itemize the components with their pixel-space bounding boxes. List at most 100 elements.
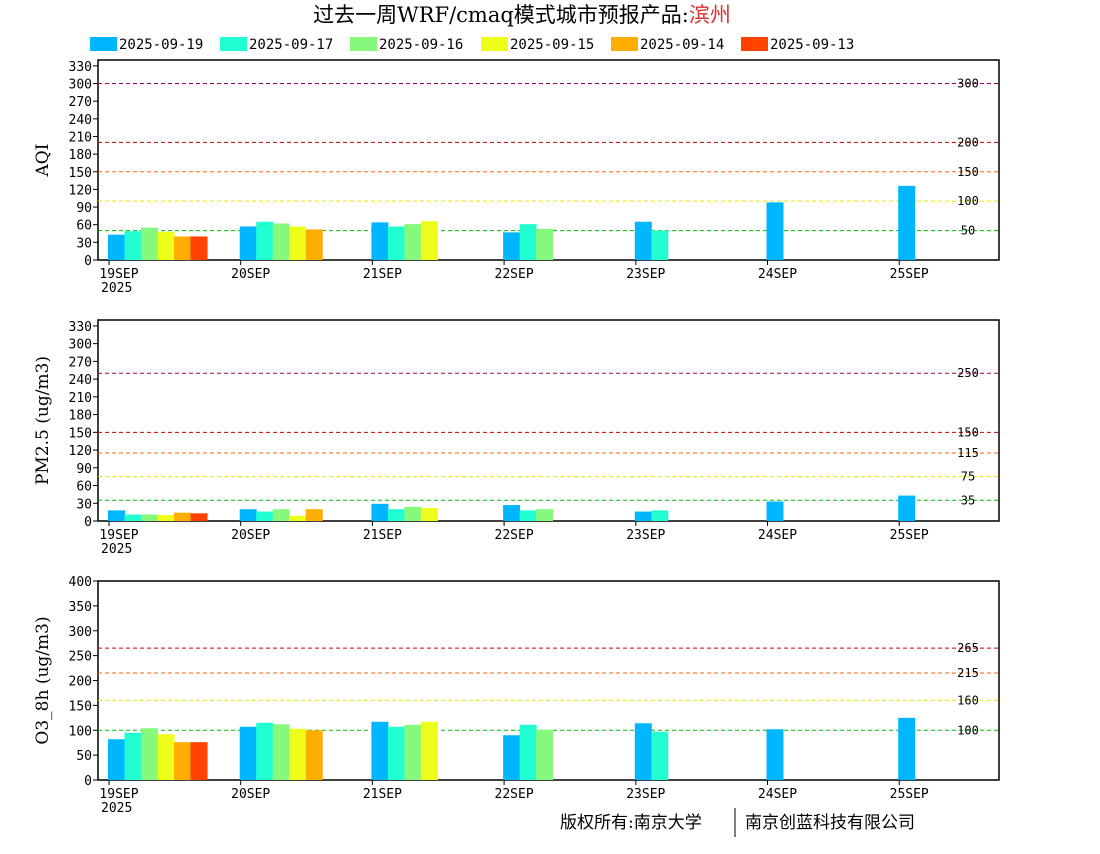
threshold-label: 160 bbox=[957, 693, 979, 707]
x-year-label: 2025 bbox=[101, 801, 132, 816]
panel-pm25: 250 150 115 75 35 0 30 60 90 120 150 180 210 240 270 30… bbox=[33, 319, 1000, 557]
bar bbox=[157, 231, 175, 260]
bar bbox=[651, 230, 669, 260]
legend-label: 2025-09-14 bbox=[640, 37, 724, 53]
y-tick-label: 90 bbox=[76, 462, 92, 477]
threshold-label: 300 bbox=[957, 77, 979, 91]
x-tick-label: 21SEP bbox=[363, 528, 402, 543]
bar bbox=[634, 221, 652, 260]
x-tick-label: 21SEP bbox=[363, 267, 402, 282]
y-tick-label: 0 bbox=[84, 774, 92, 789]
legend-label: 2025-09-19 bbox=[119, 37, 203, 53]
threshold-label: 250 bbox=[957, 366, 979, 380]
bar bbox=[272, 509, 290, 521]
bar bbox=[634, 723, 652, 780]
bar bbox=[519, 724, 537, 780]
legend-swatch bbox=[350, 37, 377, 51]
bar bbox=[124, 231, 142, 260]
bar bbox=[108, 234, 125, 260]
bar bbox=[141, 728, 158, 780]
y-axis-label: O3_8h (ug/m3) bbox=[33, 616, 53, 744]
bar bbox=[256, 221, 274, 260]
bar bbox=[536, 729, 554, 780]
bar bbox=[519, 510, 537, 521]
bar bbox=[272, 724, 290, 780]
y-tick-label: 240 bbox=[69, 113, 92, 128]
x-tick-label: 23SEP bbox=[626, 528, 665, 543]
bar bbox=[305, 229, 323, 260]
bar bbox=[536, 509, 554, 521]
bar bbox=[387, 226, 405, 260]
bar bbox=[174, 236, 191, 260]
bar bbox=[305, 509, 323, 521]
bar bbox=[651, 510, 669, 521]
bar bbox=[239, 509, 257, 521]
legend-label: 2025-09-15 bbox=[510, 37, 594, 53]
threshold-label: 150 bbox=[957, 425, 979, 439]
x-tick-label: 25SEP bbox=[890, 267, 929, 282]
bar bbox=[157, 515, 175, 521]
bar bbox=[256, 722, 274, 780]
x-tick-label: 25SEP bbox=[890, 787, 929, 802]
bar bbox=[141, 514, 158, 521]
legend-swatch bbox=[90, 37, 117, 51]
y-tick-label: 270 bbox=[69, 355, 92, 370]
chart-title-main: 过去一周WRF/cmaq模式城市预报产品: bbox=[313, 3, 689, 27]
x-tick-label: 24SEP bbox=[758, 787, 797, 802]
y-tick-label: 30 bbox=[76, 497, 92, 512]
bar bbox=[190, 742, 208, 780]
y-tick-label: 30 bbox=[76, 236, 92, 251]
bar bbox=[404, 506, 422, 521]
y-tick-label: 120 bbox=[69, 183, 92, 198]
y-tick-label: 210 bbox=[69, 130, 92, 145]
x-year-label: 2025 bbox=[101, 281, 132, 296]
bar bbox=[651, 731, 669, 780]
x-tick-label: 19SEP bbox=[99, 267, 138, 282]
bar bbox=[766, 729, 784, 780]
footer-copyright: 版权所有:南京大学 bbox=[560, 813, 702, 833]
bar bbox=[503, 232, 521, 260]
x-tick-label: 20SEP bbox=[231, 267, 270, 282]
y-tick-label: 100 bbox=[69, 724, 92, 739]
legend-swatch bbox=[611, 37, 638, 51]
panel-aqi: 300 200 150 100 50 0 30 60 90 120 150 180 210 240 270 3… bbox=[33, 59, 1000, 296]
bar bbox=[371, 503, 389, 521]
y-tick-label: 270 bbox=[69, 95, 92, 110]
bar bbox=[420, 507, 438, 521]
x-tick-label: 24SEP bbox=[758, 528, 797, 543]
bar bbox=[108, 510, 125, 521]
y-tick-label: 180 bbox=[69, 148, 92, 163]
legend-label: 2025-09-16 bbox=[379, 37, 463, 53]
y-tick-label: 330 bbox=[69, 320, 92, 335]
y-tick-label: 150 bbox=[69, 699, 92, 714]
y-tick-label: 0 bbox=[84, 515, 92, 530]
threshold-label: 265 bbox=[957, 641, 979, 655]
x-tick-label: 19SEP bbox=[99, 787, 138, 802]
bar bbox=[634, 511, 652, 521]
bar bbox=[141, 227, 158, 260]
legend: 2025-09-19 2025-09-17 2025-09-16 2025-09-15… bbox=[90, 37, 854, 53]
bar bbox=[239, 726, 257, 780]
bar bbox=[289, 728, 307, 780]
y-tick-label: 330 bbox=[69, 60, 92, 75]
y-tick-label: 150 bbox=[69, 166, 92, 181]
bar bbox=[239, 226, 257, 260]
x-tick-label: 23SEP bbox=[626, 267, 665, 282]
y-tick-label: 400 bbox=[69, 575, 92, 590]
chart-title-city: 滨州 bbox=[689, 3, 731, 27]
y-tick-label: 350 bbox=[69, 600, 92, 615]
bar bbox=[420, 721, 438, 780]
bar bbox=[766, 202, 784, 260]
bar bbox=[289, 515, 307, 521]
bar bbox=[124, 732, 142, 780]
bar bbox=[305, 730, 323, 780]
y-tick-label: 60 bbox=[76, 219, 92, 234]
y-axis-label: AQI bbox=[33, 144, 53, 178]
y-tick-label: 250 bbox=[69, 650, 92, 665]
bar bbox=[898, 717, 916, 780]
legend-label: 2025-09-17 bbox=[249, 37, 333, 53]
bar bbox=[272, 223, 290, 260]
bar bbox=[190, 236, 208, 260]
